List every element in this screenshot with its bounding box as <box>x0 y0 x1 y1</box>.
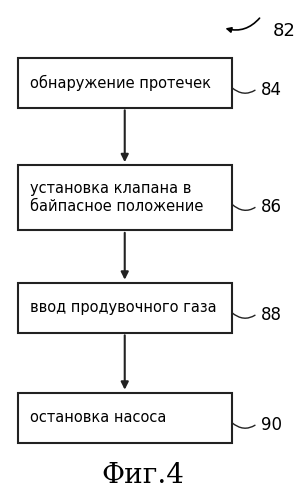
Text: ввод продувочного газа: ввод продувочного газа <box>30 300 216 315</box>
Text: обнаружение протечек: обнаружение протечек <box>30 74 211 90</box>
Text: 88: 88 <box>261 306 282 324</box>
Text: 84: 84 <box>261 81 282 99</box>
Text: Фиг.4: Фиг.4 <box>101 462 184 489</box>
Bar <box>18 58 232 108</box>
Bar <box>18 392 232 442</box>
Text: остановка насоса: остановка насоса <box>30 410 166 425</box>
Text: 82: 82 <box>273 22 296 40</box>
Text: 86: 86 <box>261 198 282 216</box>
Bar <box>18 165 232 230</box>
Text: установка клапана в
байпасное положение: установка клапана в байпасное положение <box>30 182 203 214</box>
Bar <box>18 282 232 333</box>
Text: 90: 90 <box>261 416 282 434</box>
